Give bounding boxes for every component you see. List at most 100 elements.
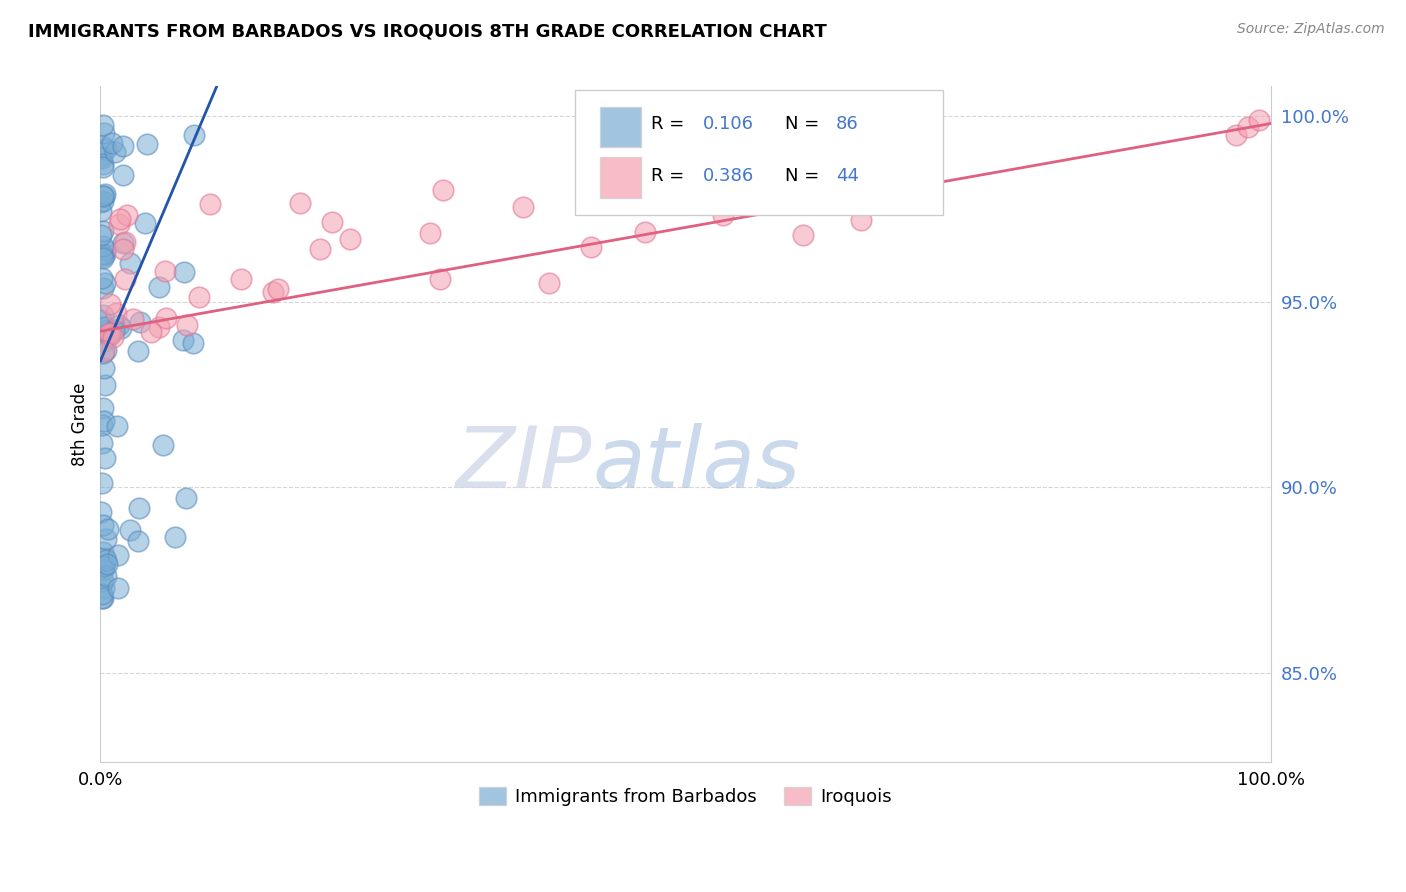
Point: [107, 548, 129, 562]
Point: [321, 215, 343, 229]
Point: [96, 553, 118, 567]
Point: [108, 217, 131, 231]
Point: [91, 249, 114, 263]
Point: [91, 118, 114, 132]
Point: [108, 212, 131, 227]
Point: [111, 242, 134, 256]
Text: atlas: atlas: [592, 423, 800, 506]
Point: [339, 232, 361, 246]
Point: [97, 522, 120, 536]
Point: [1236, 120, 1258, 135]
Point: [91, 418, 114, 433]
Point: [91, 281, 114, 295]
Text: N =: N =: [785, 167, 825, 186]
Point: [90, 436, 112, 450]
Point: [432, 183, 454, 197]
Point: [94, 328, 117, 343]
Point: [91, 587, 114, 601]
Point: [91, 239, 114, 253]
Point: [135, 136, 157, 151]
Point: [188, 290, 211, 304]
Point: [900, 186, 922, 201]
Point: [107, 318, 129, 332]
Point: [97, 326, 120, 340]
Point: [139, 325, 162, 339]
Point: [734, 186, 756, 201]
Point: [91, 476, 114, 491]
Point: [688, 189, 710, 203]
Point: [90, 591, 112, 605]
Text: R =: R =: [651, 167, 689, 186]
Point: [111, 235, 134, 250]
Text: 0.386: 0.386: [703, 167, 755, 186]
Point: [93, 276, 115, 290]
Point: [93, 343, 115, 358]
Point: [579, 240, 602, 254]
Point: [93, 361, 115, 376]
Point: [153, 263, 176, 277]
Point: [183, 128, 205, 142]
Point: [128, 315, 150, 329]
Point: [91, 160, 114, 174]
Point: [91, 271, 114, 285]
Point: [288, 196, 311, 211]
Point: [98, 328, 121, 343]
Text: 44: 44: [835, 167, 859, 186]
Text: 0.106: 0.106: [703, 114, 754, 133]
Point: [633, 225, 655, 239]
Point: [90, 139, 112, 153]
Point: [231, 272, 253, 286]
Point: [128, 500, 150, 515]
Point: [419, 226, 441, 240]
Point: [122, 312, 145, 326]
Point: [134, 216, 156, 230]
Point: [91, 308, 114, 322]
Point: [91, 517, 114, 532]
Point: [176, 318, 198, 332]
Point: [181, 336, 204, 351]
Point: [90, 149, 112, 163]
Point: [93, 126, 115, 140]
Point: [94, 569, 117, 583]
Point: [148, 280, 170, 294]
Point: [118, 256, 141, 270]
Point: [90, 313, 112, 327]
Text: IMMIGRANTS FROM BARBADOS VS IROQUOIS 8TH GRADE CORRELATION CHART: IMMIGRANTS FROM BARBADOS VS IROQUOIS 8TH…: [28, 22, 827, 40]
Point: [100, 136, 122, 150]
FancyBboxPatch shape: [575, 90, 943, 215]
Point: [713, 208, 735, 222]
Text: ZIP: ZIP: [456, 423, 592, 506]
Point: [91, 545, 114, 559]
Point: [308, 242, 330, 256]
Point: [98, 326, 121, 341]
Point: [94, 343, 117, 357]
Point: [200, 197, 222, 211]
Point: [127, 534, 149, 549]
Text: Source: ZipAtlas.com: Source: ZipAtlas.com: [1237, 22, 1385, 37]
Point: [93, 559, 115, 574]
Point: [90, 227, 112, 242]
Point: [93, 189, 115, 203]
Point: [512, 200, 534, 214]
Point: [1225, 128, 1247, 142]
Point: [262, 285, 284, 299]
Point: [174, 491, 197, 505]
Point: [91, 401, 114, 416]
Text: R =: R =: [651, 114, 689, 133]
Point: [267, 282, 290, 296]
Point: [93, 320, 115, 334]
Point: [155, 310, 177, 325]
Point: [792, 227, 814, 242]
Point: [104, 306, 127, 320]
Point: [93, 157, 115, 171]
Point: [537, 276, 560, 290]
Point: [165, 530, 187, 544]
Point: [114, 271, 136, 285]
Point: [93, 346, 115, 360]
Point: [93, 246, 115, 260]
Point: [1249, 112, 1271, 127]
Point: [148, 319, 170, 334]
Point: [90, 505, 112, 519]
Point: [111, 169, 134, 183]
Point: [94, 142, 117, 156]
